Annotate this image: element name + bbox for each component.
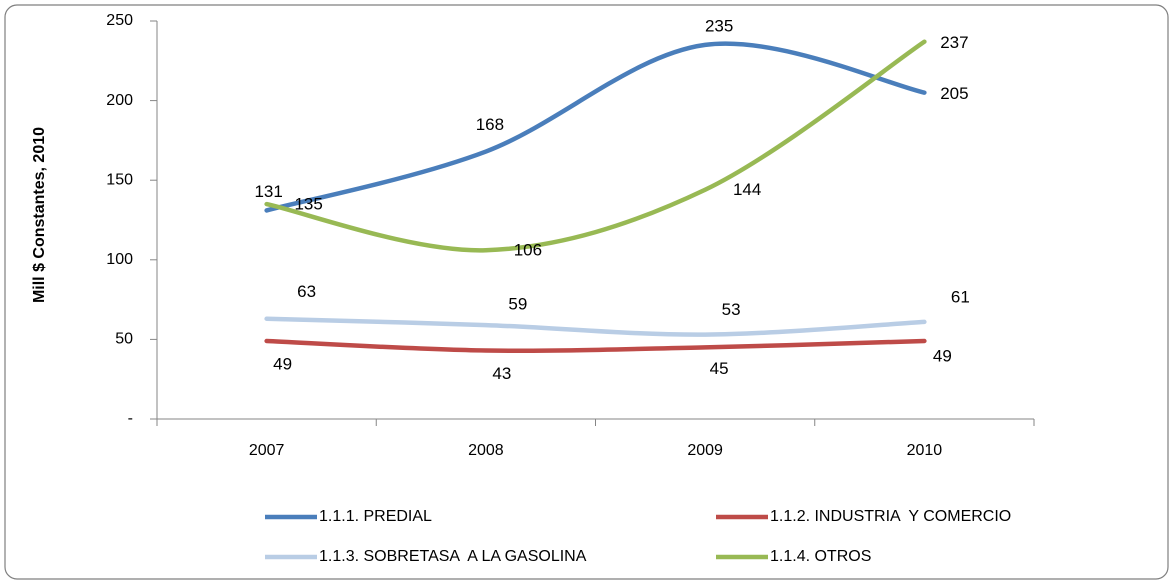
series-line — [264, 338, 927, 354]
x-tick-label: 2008 — [468, 442, 504, 459]
y-tick-label: - — [128, 410, 133, 427]
y-tick-label: 150 — [106, 171, 133, 188]
series-line — [264, 316, 927, 337]
data-label: 235 — [705, 16, 733, 35]
data-label: 205 — [940, 84, 968, 103]
data-label: 144 — [733, 180, 761, 199]
legend-label: 1.1.4. OTROS — [770, 548, 871, 565]
x-tick-label: 2007 — [249, 442, 285, 459]
data-label: 45 — [710, 359, 729, 378]
y-tick-label: 50 — [115, 331, 133, 348]
legend-label: 1.1.3. SOBRETASA A LA GASOLINA — [319, 548, 587, 565]
data-label: 237 — [940, 33, 968, 52]
data-label: 43 — [492, 364, 511, 383]
data-label: 106 — [514, 241, 542, 260]
legend-label: 1.1.2. INDUSTRIA Y COMERCIO — [770, 508, 1011, 525]
legend-label: 1.1.1. PREDIAL — [319, 508, 432, 525]
y-axis-label: Mill $ Constantes, 2010 — [31, 127, 48, 303]
y-tick-label: 250 — [106, 12, 133, 29]
series-line — [264, 39, 927, 253]
data-label: 131 — [254, 182, 282, 201]
data-label: 135 — [294, 195, 322, 214]
data-label: 49 — [933, 346, 952, 365]
x-tick-label: 2009 — [687, 442, 723, 459]
x-tick-label: 2010 — [907, 442, 943, 459]
y-tick-label: 100 — [106, 251, 133, 268]
data-label: 53 — [722, 300, 741, 319]
series-line — [264, 41, 927, 213]
data-label: 168 — [476, 115, 504, 134]
chart-border — [4, 4, 1169, 580]
data-label: 63 — [297, 282, 316, 301]
y-tick-label: 200 — [106, 92, 133, 109]
data-label: 61 — [951, 287, 970, 306]
data-label: 59 — [508, 295, 527, 314]
data-label: 49 — [273, 354, 292, 373]
